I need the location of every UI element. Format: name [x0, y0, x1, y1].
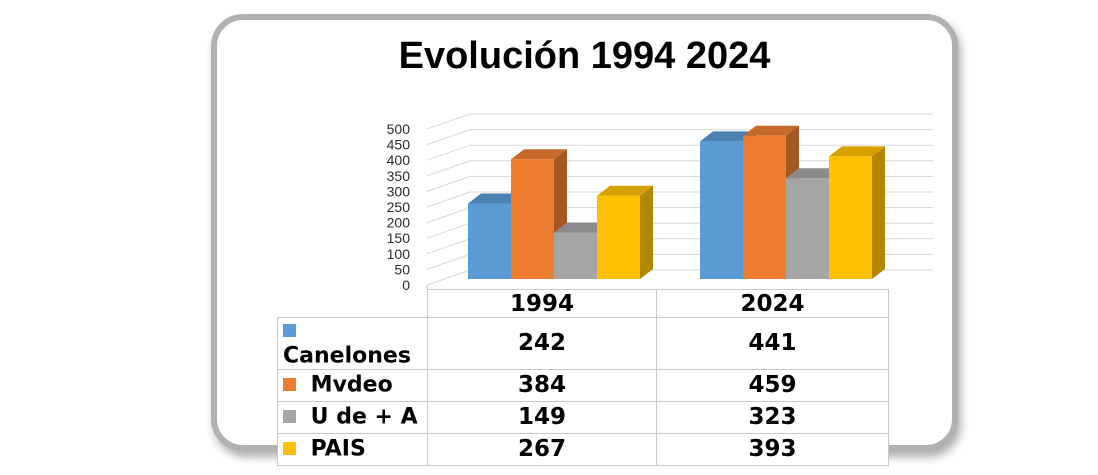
bar-top-U de + A-2024 — [786, 168, 842, 179]
y-axis-tick-label: 450 — [387, 137, 411, 153]
bar-top-Mvdeo-2024 — [743, 125, 799, 136]
bar-Mvdeo-1994 — [511, 159, 554, 279]
chart-card: Evolución 1994 2024 0 50 100 150 200 250 300 35… — [211, 14, 958, 466]
y-axis-tick-label: 350 — [387, 168, 411, 184]
y-axis-tick-label: 500 — [387, 121, 411, 137]
column-header-1994: 1994 — [427, 289, 657, 318]
y-axis-tick-label: 250 — [387, 199, 411, 215]
value-u-de-a-1994: 149 — [427, 400, 657, 434]
table-row-canelones: Canelones 242 441 — [277, 317, 889, 370]
bar-top-Mvdeo-1994 — [511, 149, 567, 160]
legend-cell-pais: PAIS — [277, 432, 428, 466]
bar-top-Canelones-1994 — [468, 193, 524, 204]
series-label-u-de-a: U de + A — [310, 404, 418, 430]
bar-top-PAIS-2024 — [829, 146, 885, 157]
legend-cell-mvdeo: Mvdeo — [277, 368, 428, 402]
value-mvdeo-2024: 459 — [656, 368, 889, 402]
bar-top-Canelones-2024 — [700, 131, 756, 142]
legend-swatch-canelones-icon — [283, 323, 296, 337]
table-row-pais: PAIS 267 393 — [277, 432, 889, 466]
value-u-de-a-2024: 323 — [656, 400, 889, 434]
gridline — [426, 113, 933, 130]
y-axis-tick-label: 150 — [387, 230, 411, 246]
gridline — [426, 129, 933, 146]
bar-top-PAIS-1994 — [597, 185, 653, 196]
table-corner-cell — [278, 290, 428, 318]
bar-side-PAIS-1994 — [640, 185, 653, 279]
chart-data-table: 1994 2024 Canelones 242 441 Mvdeo — [277, 289, 889, 466]
y-axis-tick-label: 200 — [387, 215, 411, 231]
table-row-u-de-a: U de + A 149 323 — [277, 400, 889, 434]
table-header-row: 1994 2024 — [278, 289, 889, 318]
value-canelones-2024: 441 — [656, 317, 889, 370]
legend-swatch-u-de-a-icon — [283, 409, 296, 423]
series-label-pais: PAIS — [310, 436, 366, 462]
bar-top-U de + A-1994 — [554, 222, 610, 233]
bar-PAIS-1994 — [597, 195, 640, 279]
bar-Mvdeo-2024 — [743, 135, 786, 279]
legend-cell-canelones: Canelones — [277, 317, 428, 370]
bar-U de + A-1994 — [554, 232, 597, 279]
value-pais-2024: 393 — [656, 432, 889, 466]
table-row-mvdeo: Mvdeo 384 459 — [277, 368, 889, 402]
y-axis-tick-label: 400 — [387, 152, 411, 168]
legend-cell-u-de-a: U de + A — [277, 400, 428, 434]
bar-Canelones-2024 — [700, 141, 743, 279]
y-axis-tick-label: 50 — [394, 261, 410, 277]
series-label-canelones: Canelones — [283, 343, 411, 369]
legend-swatch-pais-icon — [283, 441, 296, 455]
value-canelones-1994: 242 — [427, 317, 657, 370]
series-label-mvdeo: Mvdeo — [310, 372, 393, 398]
y-axis-tick-label: 300 — [387, 183, 411, 199]
bar-side-PAIS-2024 — [872, 146, 885, 279]
legend-swatch-mvdeo-icon — [283, 377, 296, 391]
bar-U de + A-2024 — [786, 178, 829, 279]
y-axis-tick-label: 100 — [387, 246, 411, 262]
y-axis-tick-label: 0 — [402, 277, 410, 290]
value-mvdeo-1994: 384 — [427, 368, 657, 402]
bar-PAIS-2024 — [829, 156, 872, 279]
column-header-2024: 2024 — [656, 289, 889, 318]
chart-title: Evolución 1994 2024 — [398, 35, 771, 77]
value-pais-1994: 267 — [427, 432, 657, 466]
bar-Canelones-1994 — [468, 203, 511, 279]
